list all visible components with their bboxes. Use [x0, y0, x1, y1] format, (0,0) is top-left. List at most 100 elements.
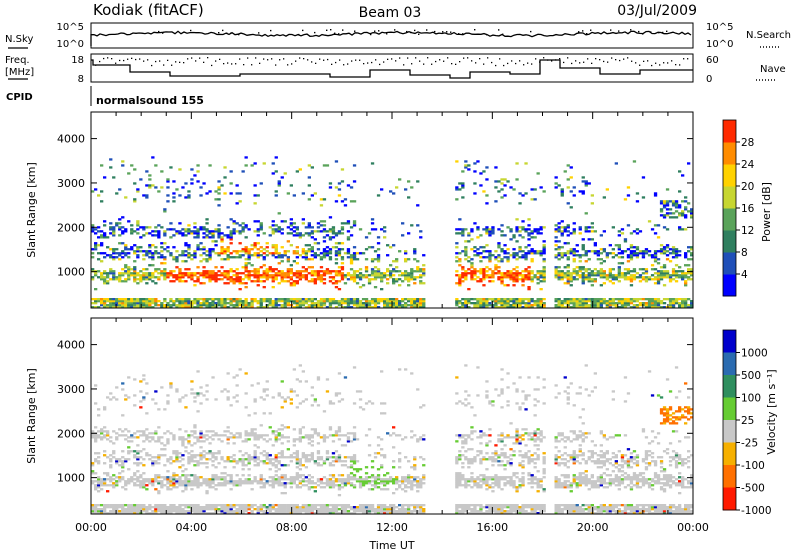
- scatter-cell: [229, 276, 233, 279]
- scatter-cell: [178, 270, 182, 273]
- scatter-cell: [521, 298, 525, 301]
- scatter-cell: [133, 512, 137, 515]
- scatter-cell: [286, 276, 290, 279]
- scatter-cell: [536, 304, 540, 307]
- scatter-cell: [148, 278, 152, 281]
- scatter-cell: [678, 274, 682, 277]
- nave-dot: [239, 58, 241, 60]
- scatter-cell: [157, 492, 161, 495]
- scatter-cell: [199, 446, 203, 449]
- scatter-cell: [629, 278, 634, 281]
- scatter-cell: [662, 272, 667, 275]
- scatter-cell: [364, 300, 369, 303]
- scatter-cell: [259, 452, 263, 455]
- scatter-cell: [187, 276, 191, 279]
- scatter-cell: [244, 480, 248, 483]
- scatter-cell: [196, 236, 200, 239]
- nave-dot: [491, 61, 493, 64]
- scatter-cell: [575, 272, 579, 275]
- scatter-cell: [130, 268, 134, 271]
- nave-dot: [255, 57, 257, 59]
- scatter-cell: [605, 254, 609, 257]
- scatter-cell: [91, 504, 95, 507]
- scatter-cell: [557, 228, 561, 231]
- scatter-cell: [325, 456, 330, 459]
- scatter-cell: [181, 482, 185, 485]
- scatter-cell: [602, 250, 606, 253]
- scatter-cell: [139, 390, 143, 393]
- scatter-cell: [301, 222, 305, 225]
- scatter-cell: [235, 504, 239, 507]
- scatter-cell: [217, 504, 221, 507]
- scatter-cell: [259, 228, 263, 231]
- scatter-cell: [536, 252, 540, 255]
- nave-dot: [211, 64, 213, 67]
- scatter-cell: [653, 250, 658, 253]
- scatter-cell: [659, 250, 664, 253]
- scatter-cell: [554, 298, 558, 301]
- nave-dot: [559, 58, 561, 60]
- scatter-cell: [172, 196, 176, 199]
- scatter-cell: [253, 464, 257, 467]
- scatter-cell: [127, 468, 131, 471]
- scatter-cell: [316, 222, 321, 225]
- scatter-cell: [632, 270, 637, 273]
- scatter-cell: [151, 436, 155, 439]
- scatter-cell: [310, 258, 314, 261]
- scatter-cell: [340, 508, 345, 511]
- scatter-cell: [304, 226, 308, 229]
- scatter-cell: [118, 254, 122, 257]
- scatter-cell: [653, 258, 658, 261]
- scatter-cell: [307, 458, 311, 461]
- scatter-cell: [286, 504, 290, 507]
- scatter-cell: [286, 250, 290, 253]
- scatter-cell: [322, 300, 327, 303]
- scatter-cell: [473, 302, 477, 305]
- scatter-cell: [175, 230, 179, 233]
- scatter-cell: [316, 510, 321, 513]
- scatter-cell: [352, 366, 357, 369]
- nave-dot: [627, 57, 629, 59]
- scatter-cell: [301, 234, 305, 237]
- scatter-cell: [178, 484, 182, 487]
- scatter-cell: [491, 226, 495, 229]
- scatter-cell: [587, 300, 591, 303]
- scatter-cell: [310, 270, 314, 273]
- scatter-cell: [169, 480, 173, 483]
- scatter-cell: [106, 396, 110, 399]
- scatter-cell: [196, 510, 200, 513]
- scatter-cell: [331, 246, 336, 249]
- scatter-cell: [690, 272, 694, 275]
- scatter-cell: [455, 242, 459, 245]
- scatter-cell: [527, 274, 531, 277]
- scatter-cell: [241, 226, 245, 229]
- scatter-cell: [109, 228, 113, 231]
- scatter-cell: [205, 438, 209, 441]
- scatter-cell: [470, 228, 474, 231]
- scatter-cell: [674, 254, 679, 257]
- scatter-cell: [620, 304, 625, 307]
- nave-dot: [95, 64, 97, 66]
- scatter-cell: [235, 202, 239, 205]
- scatter-cell: [301, 300, 305, 303]
- scatter-cell: [184, 298, 188, 301]
- scatter-cell: [133, 230, 137, 233]
- scatter-cell: [253, 194, 257, 197]
- scatter-cell: [665, 254, 670, 257]
- scatter-cell: [202, 456, 206, 459]
- scatter-cell: [202, 232, 206, 235]
- scatter-cell: [334, 460, 339, 463]
- scatter-cell: [572, 300, 576, 303]
- scatter-cell: [503, 274, 507, 277]
- nsearch-dot: [378, 30, 380, 32]
- power-cbar-label: Power [dB]: [760, 182, 773, 242]
- scatter-cell: [139, 302, 143, 305]
- scatter-cell: [674, 302, 679, 305]
- scatter-cell: [187, 274, 191, 277]
- scatter-cell: [557, 258, 561, 261]
- scatter-cell: [346, 456, 351, 459]
- scatter-cell: [322, 236, 327, 239]
- scatter-cell: [310, 194, 314, 197]
- scatter-cell: [554, 236, 558, 239]
- scatter-cell: [151, 252, 155, 255]
